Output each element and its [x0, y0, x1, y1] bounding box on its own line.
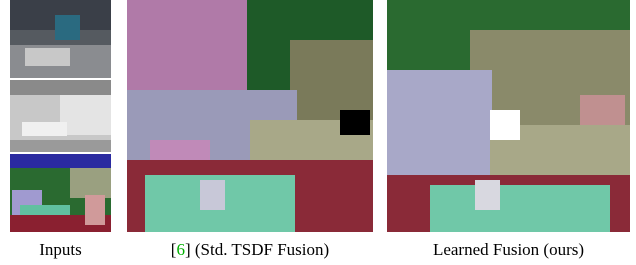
figure: Inputs [6] (Std. TSDF Fusion) Learned Fu… [0, 0, 636, 265]
caption: [6] (Std. TSDF Fusion) [127, 240, 373, 260]
figure-images [0, 0, 636, 236]
baseline-reconstruction [127, 0, 373, 232]
input-depth [10, 80, 111, 152]
caption: Inputs [10, 240, 111, 260]
learned-reconstruction [387, 0, 630, 232]
input-rgb [10, 0, 111, 78]
input-labels [10, 154, 111, 232]
citation[interactable]: 6 [176, 240, 185, 259]
caption-text: ] (Std. TSDF Fusion) [185, 240, 329, 259]
caption: Learned Fusion (ours) [387, 240, 630, 260]
